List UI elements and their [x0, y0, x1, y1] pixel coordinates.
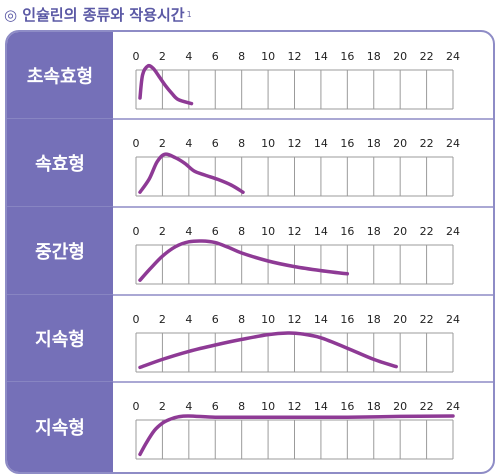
x-tick-label: 22 — [420, 225, 434, 238]
x-tick-label: 12 — [288, 313, 302, 326]
x-tick-label: 4 — [185, 225, 192, 238]
row-label-cell-4 — [7, 295, 113, 382]
x-tick-label: 8 — [238, 137, 245, 150]
x-tick-label: 10 — [261, 313, 275, 326]
x-tick-label: 18 — [367, 50, 381, 63]
x-tick-label: 10 — [261, 400, 275, 413]
x-tick-label: 20 — [393, 50, 407, 63]
x-tick-label: 4 — [185, 400, 192, 413]
insulin-chart-frame: 초속효형 0 2 4 6 8 10 12 14 16 18 20 22 24 속효형 0 2 4 6 8 10 12 14 1… — [5, 30, 495, 474]
x-tick-label: 2 — [159, 137, 166, 150]
row-label-3: 중간형 — [35, 242, 85, 263]
x-tick-label: 2 — [159, 50, 166, 63]
x-tick-label: 4 — [185, 313, 192, 326]
x-tick-label: 10 — [261, 50, 275, 63]
row-label-cell-3 — [7, 207, 113, 295]
x-tick-label: 16 — [340, 313, 354, 326]
x-tick-label: 8 — [238, 400, 245, 413]
x-tick-label: 6 — [212, 137, 219, 150]
x-tick-label: 24 — [446, 313, 460, 326]
x-tick-label: 6 — [212, 313, 219, 326]
x-tick-label: 0 — [133, 400, 140, 413]
x-tick-label: 2 — [159, 400, 166, 413]
footnote-marker: 1 — [186, 9, 192, 19]
x-tick-label: 20 — [393, 137, 407, 150]
x-tick-label: 16 — [340, 225, 354, 238]
x-tick-label: 0 — [133, 225, 140, 238]
row-label-1: 초속효형 — [27, 67, 93, 88]
x-tick-label: 22 — [420, 50, 434, 63]
x-tick-label: 20 — [393, 400, 407, 413]
x-tick-label: 14 — [314, 50, 328, 63]
x-tick-label: 20 — [393, 313, 407, 326]
x-tick-label: 20 — [393, 225, 407, 238]
x-tick-label: 0 — [133, 137, 140, 150]
x-tick-label: 16 — [340, 50, 354, 63]
x-tick-label: 6 — [212, 50, 219, 63]
x-tick-label: 24 — [446, 225, 460, 238]
x-tick-label: 2 — [159, 225, 166, 238]
x-tick-label: 6 — [212, 400, 219, 413]
x-tick-label: 22 — [420, 137, 434, 150]
row-label-4: 지속형 — [35, 330, 85, 351]
row-label-cell-2 — [7, 119, 113, 207]
x-tick-label: 14 — [314, 400, 328, 413]
row-label-5: 지속형 — [35, 418, 85, 439]
x-tick-label: 16 — [340, 137, 354, 150]
x-tick-label: 18 — [367, 400, 381, 413]
x-tick-label: 8 — [238, 50, 245, 63]
x-tick-label: 2 — [159, 313, 166, 326]
row-label-cell-5 — [7, 382, 113, 472]
x-tick-label: 24 — [446, 400, 460, 413]
x-tick-label: 8 — [238, 225, 245, 238]
x-tick-label: 22 — [420, 400, 434, 413]
x-tick-label: 6 — [212, 225, 219, 238]
x-tick-label: 8 — [238, 313, 245, 326]
x-tick-label: 18 — [367, 137, 381, 150]
x-tick-label: 12 — [288, 137, 302, 150]
action-curve-1 — [138, 63, 194, 106]
x-tick-label: 10 — [261, 137, 275, 150]
row-label-cell-1 — [7, 32, 113, 119]
action-curve-4 — [138, 331, 398, 370]
action-curve-3 — [138, 239, 350, 282]
chart-title-text: ◎ 인슐린의 종류와 작용시간 — [4, 5, 185, 24]
x-tick-label: 0 — [133, 50, 140, 63]
x-tick-label: 12 — [288, 225, 302, 238]
x-tick-label: 18 — [367, 225, 381, 238]
x-tick-label: 12 — [288, 400, 302, 413]
action-curve-5 — [138, 414, 455, 457]
chart-title: ◎ 인슐린의 종류와 작용시간 1 — [4, 2, 192, 26]
x-tick-label: 22 — [420, 313, 434, 326]
x-tick-label: 4 — [185, 50, 192, 63]
x-tick-label: 10 — [261, 225, 275, 238]
row-label-2: 속효형 — [35, 154, 85, 175]
x-tick-label: 24 — [446, 137, 460, 150]
x-tick-label: 24 — [446, 50, 460, 63]
x-tick-label: 14 — [314, 225, 328, 238]
x-tick-label: 18 — [367, 313, 381, 326]
x-tick-label: 14 — [314, 137, 328, 150]
x-tick-label: 12 — [288, 50, 302, 63]
x-tick-label: 0 — [133, 313, 140, 326]
x-tick-label: 14 — [314, 313, 328, 326]
action-curve-2 — [138, 152, 245, 194]
x-tick-label: 4 — [185, 137, 192, 150]
x-tick-label: 16 — [340, 400, 354, 413]
